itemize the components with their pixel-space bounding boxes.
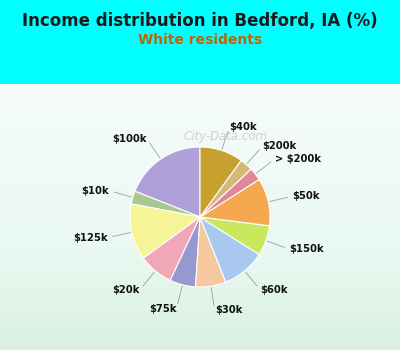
Wedge shape (200, 160, 251, 217)
Text: $100k: $100k (112, 134, 147, 144)
Text: $150k: $150k (289, 244, 324, 254)
Text: $125k: $125k (73, 233, 108, 243)
Wedge shape (200, 169, 259, 217)
Wedge shape (200, 217, 270, 254)
Text: $60k: $60k (260, 285, 288, 295)
Wedge shape (200, 147, 241, 217)
Wedge shape (131, 191, 200, 217)
Text: White residents: White residents (138, 33, 262, 47)
Text: $200k: $200k (262, 141, 297, 151)
Wedge shape (196, 217, 226, 287)
Text: $50k: $50k (292, 191, 320, 201)
Text: City-Data.com: City-Data.com (183, 130, 267, 143)
Wedge shape (143, 217, 200, 280)
Text: $20k: $20k (112, 285, 140, 295)
Text: Income distribution in Bedford, IA (%): Income distribution in Bedford, IA (%) (22, 12, 378, 30)
Text: $10k: $10k (82, 186, 109, 196)
Text: $40k: $40k (229, 122, 257, 132)
Wedge shape (200, 180, 270, 226)
Wedge shape (135, 147, 200, 217)
Wedge shape (130, 204, 200, 258)
Wedge shape (200, 217, 259, 282)
Text: $75k: $75k (149, 303, 176, 314)
Text: $30k: $30k (215, 305, 242, 315)
Text: > $200k: > $200k (275, 154, 321, 164)
Wedge shape (170, 217, 200, 287)
